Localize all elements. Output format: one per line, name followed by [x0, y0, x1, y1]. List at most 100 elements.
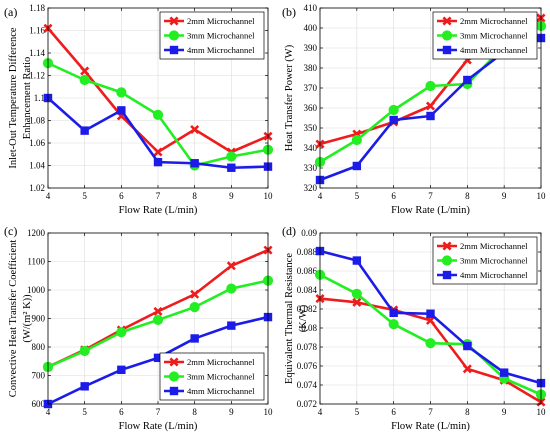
legend-label: 2mm Microchannel	[187, 16, 255, 26]
x-tick-label: 10	[264, 191, 274, 201]
legend-swatch-marker	[441, 30, 453, 41]
y-axis-label: Heat Transfer Power (W)	[284, 44, 295, 151]
data-point	[226, 283, 237, 294]
data-point	[80, 66, 90, 76]
data-point	[425, 101, 436, 111]
data-point	[153, 353, 163, 363]
y-axis-label: Inlet-Out Temperature Difference	[8, 27, 19, 168]
legend-swatch-marker	[168, 371, 180, 382]
legend-label: 2mm Microchannel	[460, 241, 528, 251]
data-point	[389, 115, 398, 125]
y-tick-label: 350	[304, 123, 318, 133]
x-tick-label: 9	[502, 407, 507, 417]
data-point	[116, 327, 127, 338]
x-tick-label: 7	[156, 407, 161, 417]
chart-panel-1: 4 5 6 7 8 9 10 1.02 1.04 1.06 1.08 1.1 1.12 1.14 1.16 1…	[4, 3, 274, 216]
legend: 2mm Microchannel 3mm Microchannel 4mm Micr…	[159, 352, 265, 401]
x-tick-label: 4	[46, 191, 51, 201]
data-point	[425, 80, 436, 92]
legend-label: 2mm Microchannel	[460, 16, 528, 26]
data-point	[153, 147, 163, 157]
legend-label: 3mm Microchannel	[460, 256, 528, 266]
legend-swatch-marker	[442, 16, 452, 26]
x-tick-label: 9	[229, 191, 234, 201]
y-tick-label: 1.06	[29, 138, 45, 148]
panel-label: (d)	[282, 224, 296, 238]
y-tick-label: 800	[32, 342, 46, 352]
series-3mm-microchannel	[42, 275, 274, 373]
data-point	[190, 289, 200, 299]
legend-label: 3mm Microchannel	[187, 372, 255, 382]
legend-swatch-marker	[441, 255, 453, 266]
x-tick-label: 6	[119, 407, 124, 417]
legend-swatch-marker	[442, 241, 452, 251]
legend-swatch-marker	[442, 270, 452, 280]
y-axis-label: Enhancement Ratio	[22, 57, 33, 140]
y-tick-label: 0.078	[297, 342, 318, 352]
y-tick-label: 0.08	[301, 323, 317, 333]
data-point	[189, 302, 200, 313]
plot-frame	[319, 7, 542, 189]
legend-swatch-marker	[169, 16, 179, 26]
chart-panel-2: 4 5 6 7 8 9 10 320 330 340 350 360 370 380 390 400 410 2m…	[282, 3, 547, 216]
x-tick-label: 5	[82, 407, 87, 417]
data-point	[117, 365, 126, 374]
data-point	[117, 106, 126, 115]
x-tick-label: 4	[46, 407, 51, 417]
data-point	[425, 338, 436, 349]
data-point	[152, 314, 164, 326]
plot-frame	[319, 232, 542, 405]
legend-swatch-marker	[169, 45, 179, 55]
legend: 2mm Microchannel 3mm Microchannel 4mm Micr…	[432, 11, 538, 60]
legend-label: 4mm Microchannel	[460, 45, 528, 55]
legend-label: 4mm Microchannel	[187, 45, 255, 55]
x-tick-label: 8	[192, 407, 197, 417]
x-axis-label: Flow Rate (L/min)	[391, 205, 470, 216]
x-tick-label: 8	[192, 191, 197, 201]
x-tick-label: 8	[465, 191, 470, 201]
y-tick-label: 390	[304, 43, 318, 53]
x-tick-label: 7	[428, 191, 433, 201]
x-tick-label: 4	[318, 191, 323, 201]
data-point	[227, 321, 236, 330]
data-point	[190, 159, 199, 168]
x-tick-label: 9	[502, 191, 507, 201]
y-tick-label: 0.076	[297, 361, 318, 371]
y-tick-label: 600	[32, 399, 46, 409]
y-tick-label: 700	[32, 371, 46, 381]
y-tick-label: 1200	[27, 228, 46, 238]
panel-label: (b)	[282, 5, 296, 19]
data-point	[463, 341, 472, 351]
y-tick-label: 0.088	[297, 247, 318, 257]
data-point	[388, 104, 399, 116]
y-tick-label: 0.072	[297, 399, 317, 409]
data-point	[227, 163, 236, 172]
y-tick-label: 370	[304, 83, 318, 93]
legend: 2mm Microchannel 3mm Microchannel 4mm Micr…	[432, 236, 538, 285]
x-tick-label: 6	[391, 407, 396, 417]
data-point	[426, 111, 435, 121]
data-point	[425, 315, 436, 325]
y-tick-label: 400	[304, 23, 318, 33]
y-tick-label: 900	[32, 314, 46, 324]
y-tick-label: 360	[304, 103, 318, 113]
data-point	[463, 75, 472, 85]
y-tick-label: 1.12	[29, 71, 45, 81]
y-tick-label: 1.02	[29, 183, 45, 193]
plot-frame	[47, 232, 269, 405]
x-tick-label: 6	[391, 191, 396, 201]
y-tick-label: 0.09	[301, 228, 317, 238]
x-tick-label: 5	[82, 191, 87, 201]
y-tick-label: 1.08	[29, 116, 45, 126]
x-axis-label: Flow Rate (L/min)	[391, 421, 470, 432]
y-tick-label: 1.14	[29, 48, 45, 58]
plot-frame	[47, 7, 269, 189]
x-tick-label: 7	[428, 407, 433, 417]
data-point	[462, 364, 472, 374]
legend-swatch-marker	[169, 386, 179, 396]
y-tick-label: 1000	[27, 285, 46, 295]
legend-label: 3mm Microchannel	[460, 31, 528, 41]
data-point	[499, 368, 509, 377]
y-axis-label: (W/(m² K))	[22, 294, 33, 343]
y-axis-label: (K/W)	[298, 304, 309, 332]
